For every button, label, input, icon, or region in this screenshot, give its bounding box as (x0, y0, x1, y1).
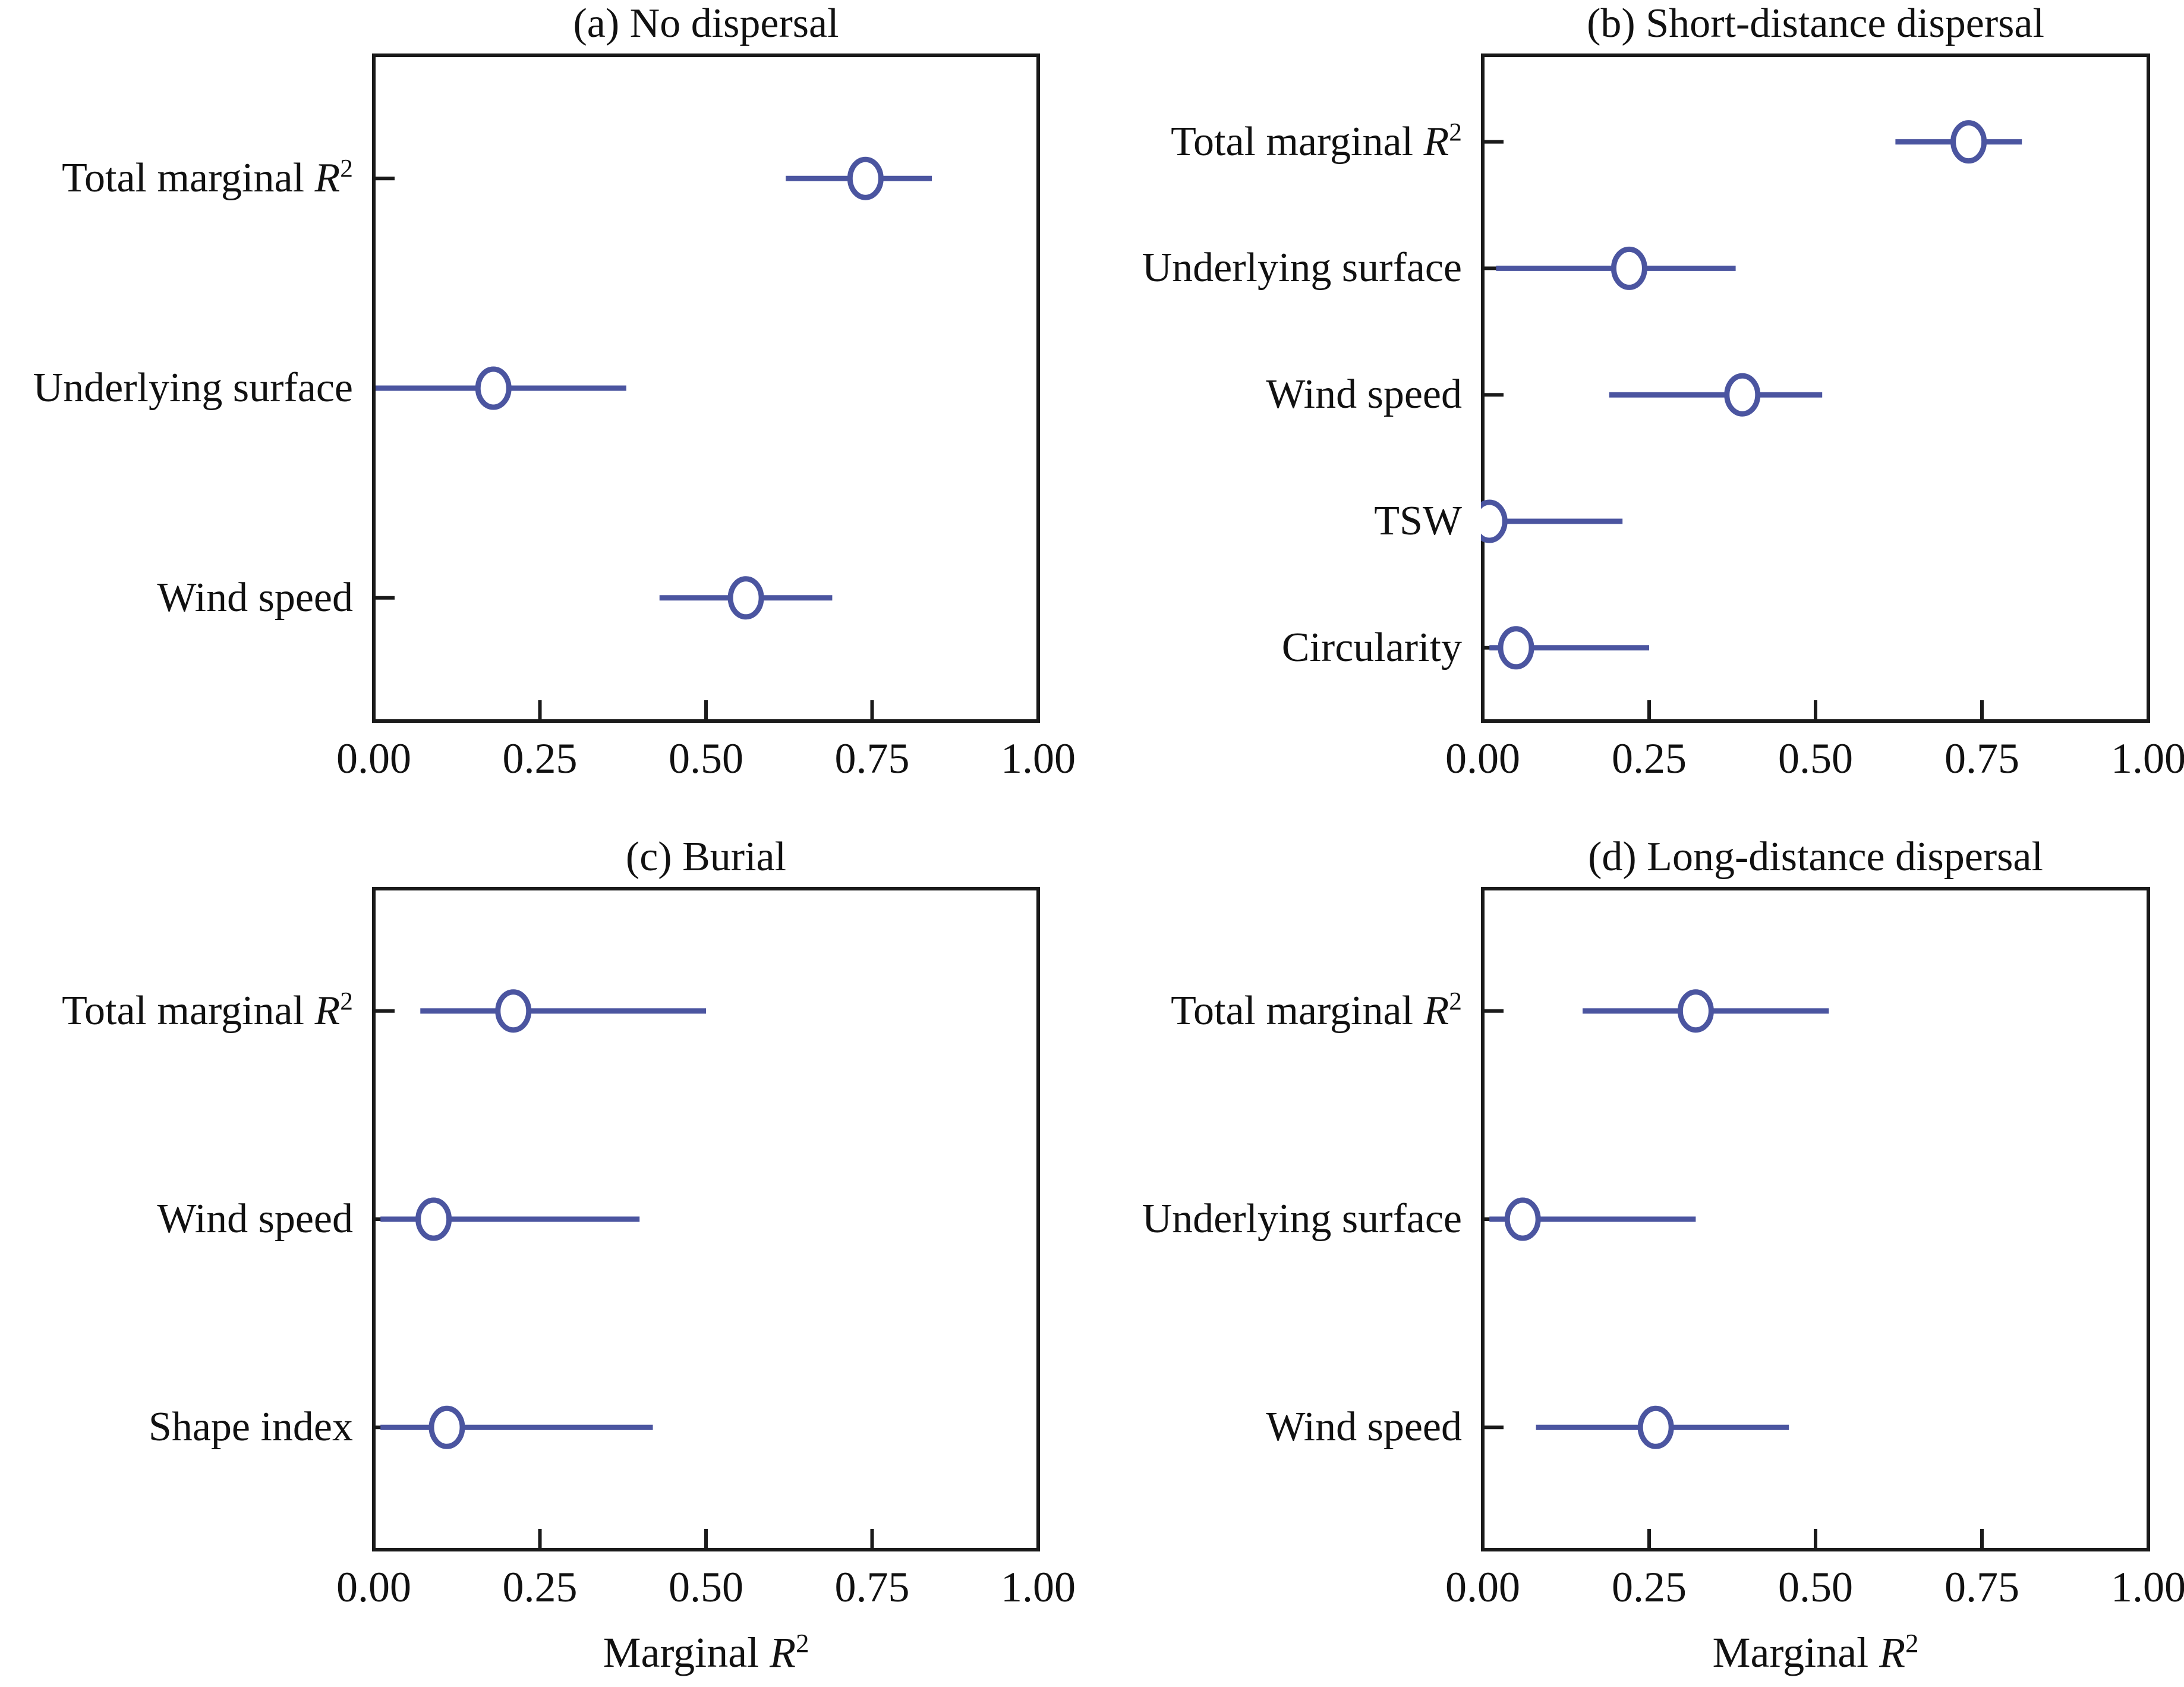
panel-d-title: (d) Long-distance dispersal (1588, 834, 2043, 880)
x-tick-label: 0.00 (336, 1563, 411, 1611)
category-label: Wind speed (1266, 372, 1462, 418)
x-tick-label: 0.75 (1945, 1563, 2019, 1611)
x-tick-label: 0.50 (1778, 1563, 1853, 1611)
estimate-marker (847, 156, 884, 200)
estimate-marker (428, 1405, 465, 1449)
estimate-marker (1611, 246, 1647, 290)
panel-a-title: (a) No dispersal (573, 1, 839, 46)
estimate-marker (1677, 989, 1714, 1033)
x-tick-label: 1.00 (1001, 735, 1076, 782)
x-tick-label: 0.00 (336, 735, 411, 782)
plot-border (1481, 887, 2150, 1551)
category-label: Underlying surface (33, 365, 353, 411)
estimate-marker (1498, 626, 1534, 670)
x-tick-label: 0.75 (1945, 735, 2019, 782)
category-label: Underlying surface (1142, 245, 1462, 291)
x-tick-label: 1.00 (2111, 735, 2184, 782)
x-tick-label: 0.25 (1612, 735, 1687, 782)
category-label: Underlying surface (1142, 1196, 1462, 1242)
x-tick-label: 1.00 (2111, 1563, 2184, 1611)
estimate-marker (1504, 1197, 1541, 1241)
category-label: Total marginal R2 (1171, 118, 1462, 165)
estimate-marker (415, 1197, 452, 1241)
plot-border (372, 887, 1040, 1551)
x-tick-label: 1.00 (1001, 1563, 1076, 1611)
panel-a-plot-area (372, 53, 1040, 723)
estimate-marker (495, 989, 532, 1033)
estimate-marker (1724, 373, 1761, 417)
category-label: Wind speed (1266, 1404, 1462, 1450)
estimate-marker (1481, 499, 1508, 543)
category-label: TSW (1374, 498, 1462, 544)
category-label: Wind speed (157, 574, 353, 621)
category-label: Total marginal R2 (1171, 987, 1462, 1034)
panel-c-title: (c) Burial (625, 834, 787, 880)
panel-b-plot-area (1481, 53, 2150, 723)
estimate-marker (1637, 1405, 1674, 1449)
category-label: Wind speed (157, 1196, 353, 1242)
x-tick-label: 0.00 (1445, 1563, 1520, 1611)
plot-border (372, 53, 1040, 723)
x-tick-label: 0.25 (502, 1563, 578, 1611)
estimate-marker (475, 366, 512, 410)
x-tick-label: 0.00 (1445, 735, 1520, 782)
x-tick-label: 0.25 (1612, 1563, 1687, 1611)
panel-d-plot-area (1481, 887, 2150, 1551)
x-tick-label: 0.75 (834, 735, 910, 782)
x-tick-label: 0.75 (834, 1563, 910, 1611)
panel-c-x-axis-label: Marginal R2 (603, 1628, 809, 1676)
category-label: Shape index (148, 1404, 353, 1450)
category-label: Total marginal R2 (62, 154, 353, 202)
x-tick-label: 0.25 (502, 735, 578, 782)
x-tick-label: 0.50 (669, 1563, 743, 1611)
category-label: Circularity (1281, 624, 1462, 671)
panel-b-title: (b) Short-distance dispersal (1587, 1, 2044, 46)
panel-d-x-axis-label: Marginal R2 (1712, 1628, 1919, 1676)
x-tick-label: 0.50 (669, 735, 743, 782)
x-tick-label: 0.50 (1778, 735, 1853, 782)
plot-border (1481, 53, 2150, 723)
estimate-marker (727, 576, 764, 620)
estimate-marker (1950, 120, 1987, 164)
category-label: Total marginal R2 (62, 987, 353, 1034)
panel-c-plot-area (372, 887, 1040, 1551)
